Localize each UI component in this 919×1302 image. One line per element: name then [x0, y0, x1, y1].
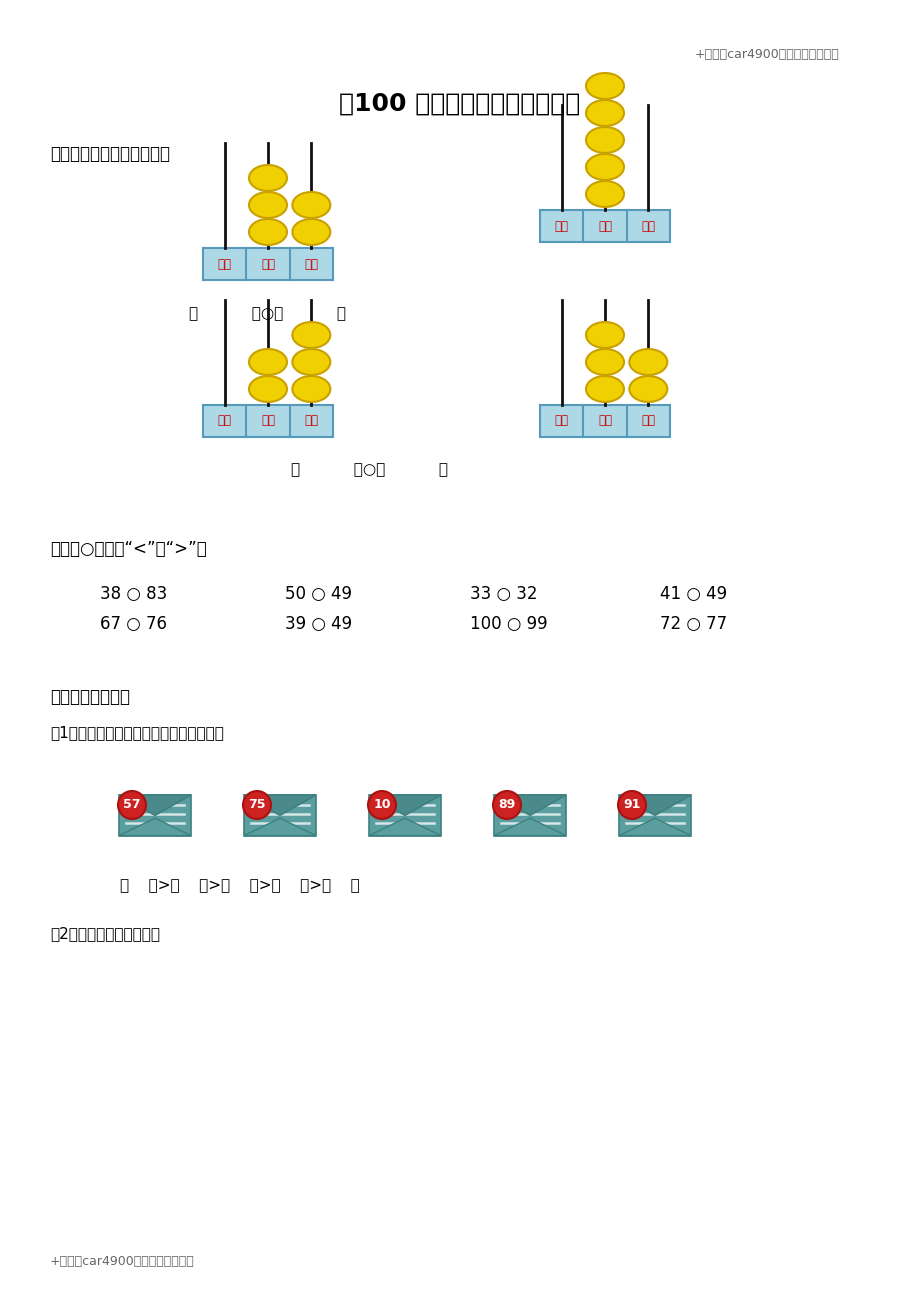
- Ellipse shape: [629, 376, 666, 402]
- Ellipse shape: [292, 219, 330, 245]
- Ellipse shape: [249, 191, 287, 217]
- FancyBboxPatch shape: [203, 405, 333, 437]
- Ellipse shape: [585, 349, 623, 375]
- Text: 十位: 十位: [261, 258, 275, 271]
- Polygon shape: [119, 818, 191, 836]
- Text: 十位: 十位: [261, 414, 275, 427]
- Text: 一、先填数，再比较大小。: 一、先填数，再比较大小。: [50, 145, 170, 163]
- Text: 38 ○ 83: 38 ○ 83: [100, 585, 167, 603]
- Polygon shape: [244, 796, 315, 815]
- Text: 57: 57: [123, 798, 141, 811]
- Text: （1）把信件按从多到少的顺序排列起来。: （1）把信件按从多到少的顺序排列起来。: [50, 725, 223, 740]
- Ellipse shape: [585, 128, 623, 154]
- Circle shape: [243, 792, 271, 819]
- Ellipse shape: [585, 181, 623, 207]
- Text: 91: 91: [623, 798, 640, 811]
- Polygon shape: [244, 818, 315, 836]
- Ellipse shape: [292, 191, 330, 217]
- Polygon shape: [119, 796, 191, 815]
- Ellipse shape: [292, 349, 330, 375]
- Text: （    ）>（    ）>（    ）>（    ）>（    ）: （ ）>（ ）>（ ）>（ ）>（ ）: [119, 878, 359, 893]
- Text: 75: 75: [248, 798, 266, 811]
- Text: 个位: 个位: [641, 220, 654, 233]
- FancyBboxPatch shape: [618, 796, 690, 836]
- Text: 72 ○ 77: 72 ○ 77: [659, 615, 726, 633]
- Polygon shape: [369, 796, 440, 815]
- FancyBboxPatch shape: [369, 796, 440, 836]
- Text: +微信：car4900，免费领小学资料: +微信：car4900，免费领小学资料: [50, 1255, 195, 1268]
- Ellipse shape: [249, 376, 287, 402]
- Ellipse shape: [585, 376, 623, 402]
- Text: 个位: 个位: [304, 258, 318, 271]
- Circle shape: [368, 792, 395, 819]
- Ellipse shape: [585, 154, 623, 180]
- Text: 三、按要求排队。: 三、按要求排队。: [50, 687, 130, 706]
- Text: 百位: 百位: [218, 258, 232, 271]
- Ellipse shape: [629, 349, 666, 375]
- Text: 89: 89: [498, 798, 515, 811]
- Text: 百位: 百位: [554, 414, 568, 427]
- Text: 10: 10: [373, 798, 391, 811]
- Ellipse shape: [249, 349, 287, 375]
- FancyBboxPatch shape: [494, 796, 565, 836]
- Polygon shape: [618, 796, 690, 815]
- Ellipse shape: [292, 376, 330, 402]
- FancyBboxPatch shape: [203, 247, 333, 280]
- Circle shape: [493, 792, 520, 819]
- Ellipse shape: [585, 73, 623, 99]
- Ellipse shape: [249, 219, 287, 245]
- FancyBboxPatch shape: [244, 796, 315, 836]
- Text: 个位: 个位: [641, 414, 654, 427]
- Text: 41 ○ 49: 41 ○ 49: [659, 585, 726, 603]
- Text: 十位: 十位: [597, 414, 611, 427]
- Text: 《100 以内数的认识》同步测试: 《100 以内数的认识》同步测试: [339, 92, 580, 116]
- Text: 百位: 百位: [554, 220, 568, 233]
- Text: （2）比比谁虫子吃的多。: （2）比比谁虫子吃的多。: [50, 926, 160, 941]
- Ellipse shape: [249, 165, 287, 191]
- Circle shape: [618, 792, 645, 819]
- Text: 二、在○里填上“<”或“>”。: 二、在○里填上“<”或“>”。: [50, 540, 207, 559]
- Polygon shape: [494, 818, 565, 836]
- FancyBboxPatch shape: [539, 405, 669, 437]
- Text: 个位: 个位: [304, 414, 318, 427]
- FancyBboxPatch shape: [539, 210, 669, 242]
- Text: 67 ○ 76: 67 ○ 76: [100, 615, 167, 633]
- Ellipse shape: [292, 322, 330, 348]
- Text: （           ）○（           ）: （ ）○（ ）: [189, 306, 346, 322]
- Text: 十位: 十位: [597, 220, 611, 233]
- Text: 百位: 百位: [218, 414, 232, 427]
- Text: 39 ○ 49: 39 ○ 49: [285, 615, 352, 633]
- FancyBboxPatch shape: [119, 796, 191, 836]
- Text: 33 ○ 32: 33 ○ 32: [470, 585, 537, 603]
- Polygon shape: [494, 796, 565, 815]
- Circle shape: [118, 792, 146, 819]
- Text: 50 ○ 49: 50 ○ 49: [285, 585, 352, 603]
- Text: （           ）○（           ）: （ ）○（ ）: [291, 462, 448, 477]
- Text: +微信：car4900，免费领小学资料: +微信：car4900，免费领小学资料: [694, 48, 839, 61]
- Text: 100 ○ 99: 100 ○ 99: [470, 615, 547, 633]
- Ellipse shape: [585, 322, 623, 348]
- Polygon shape: [369, 818, 440, 836]
- Ellipse shape: [585, 100, 623, 126]
- Polygon shape: [618, 818, 690, 836]
